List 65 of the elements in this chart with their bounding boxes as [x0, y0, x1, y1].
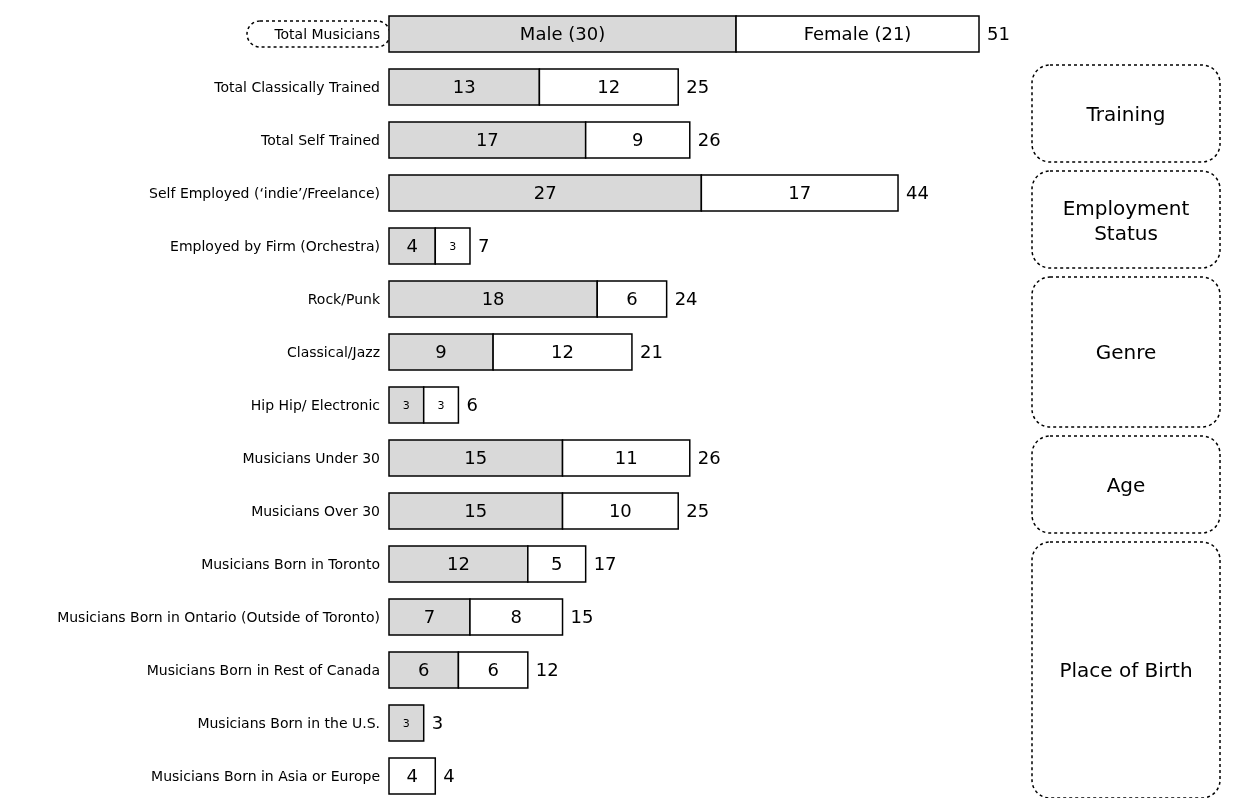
data-label: 15	[464, 447, 488, 469]
text: Genre	[1095, 340, 1157, 364]
y-tick-label: Musicians Over 30	[251, 503, 380, 519]
data-label: 11	[614, 447, 638, 469]
data-label: 4	[406, 765, 418, 787]
data-label: 13	[452, 76, 476, 98]
data-label: 6	[626, 288, 638, 310]
data-label: 5	[551, 553, 563, 575]
y-tick-label: Musicians Born in the U.S.	[197, 715, 380, 731]
data-label: 12	[551, 341, 574, 363]
y-tick-label: Employed by Firm (Orchestra)	[170, 238, 380, 254]
bar	[388, 704, 425, 742]
total-label: 44	[906, 182, 929, 203]
data-label: 7	[423, 606, 436, 628]
total-label: 25	[686, 76, 710, 97]
y-tick-label: Musicians Born in Asia or Europe	[151, 768, 380, 784]
text: Age	[1106, 472, 1146, 497]
data-label: 8	[510, 606, 522, 628]
total-label: 6	[466, 394, 478, 415]
total-label: 4	[443, 765, 455, 786]
bar	[388, 757, 437, 795]
data-label: 4	[406, 235, 418, 257]
total-label: 25	[686, 500, 710, 521]
data-label: 3	[449, 239, 457, 253]
y-tick-label: Hip Hip/ Electronic	[250, 397, 380, 413]
data-label: 15	[464, 500, 488, 522]
data-label: 10	[608, 500, 632, 522]
total-label: 15	[570, 606, 594, 627]
total-label: 51	[987, 23, 1010, 44]
total-label: 21	[639, 341, 663, 362]
y-tick-label: Total Self Trained	[259, 132, 380, 148]
data-label: 3	[437, 398, 445, 412]
data-label: 9	[435, 341, 447, 363]
total-label: 26	[697, 129, 721, 150]
total-label: 17	[593, 553, 617, 574]
data-label: 17	[788, 182, 812, 204]
total-label: 26	[697, 447, 721, 468]
data-label: 12	[597, 76, 621, 98]
data-label: Male (30)	[519, 23, 606, 45]
total-label: 7	[477, 235, 490, 256]
y-tick-label: Musicians Born in Ontario (Outside of Toronto)	[57, 609, 380, 625]
y-tick-label: Self Employed (‘indie’/Freelance)	[149, 185, 380, 201]
data-label: 6	[487, 659, 499, 681]
y-tick-label: Musicians Under 30	[242, 450, 380, 466]
y-tick-label: Total Classically Trained	[213, 79, 380, 95]
data-label: 17	[475, 129, 499, 151]
data-label: Female (21)	[803, 23, 912, 45]
data-label: 27	[533, 182, 557, 204]
data-label: 3	[402, 716, 410, 730]
data-label: 3	[402, 398, 410, 412]
y-tick-label: Musicians Born in Rest of Canada	[146, 662, 380, 678]
y-tick-label: Classical/Jazz	[286, 344, 380, 360]
y-tick-label: Musicians Born in Toronto	[201, 556, 380, 572]
text: Employment Status	[1062, 195, 1190, 245]
data-label: 12	[446, 553, 470, 575]
y-tick-label: Total Musicians	[273, 26, 380, 42]
total-label: 3	[431, 712, 444, 733]
text: Training	[1085, 101, 1166, 126]
data-label: 18	[481, 288, 505, 310]
total-label: 24	[674, 288, 698, 309]
total-label: 12	[535, 659, 559, 680]
data-label: 9	[632, 129, 644, 151]
y-tick-label: Rock/Punk	[307, 291, 381, 307]
data-label: 6	[417, 659, 430, 681]
text: Place of Birth	[1059, 658, 1193, 682]
